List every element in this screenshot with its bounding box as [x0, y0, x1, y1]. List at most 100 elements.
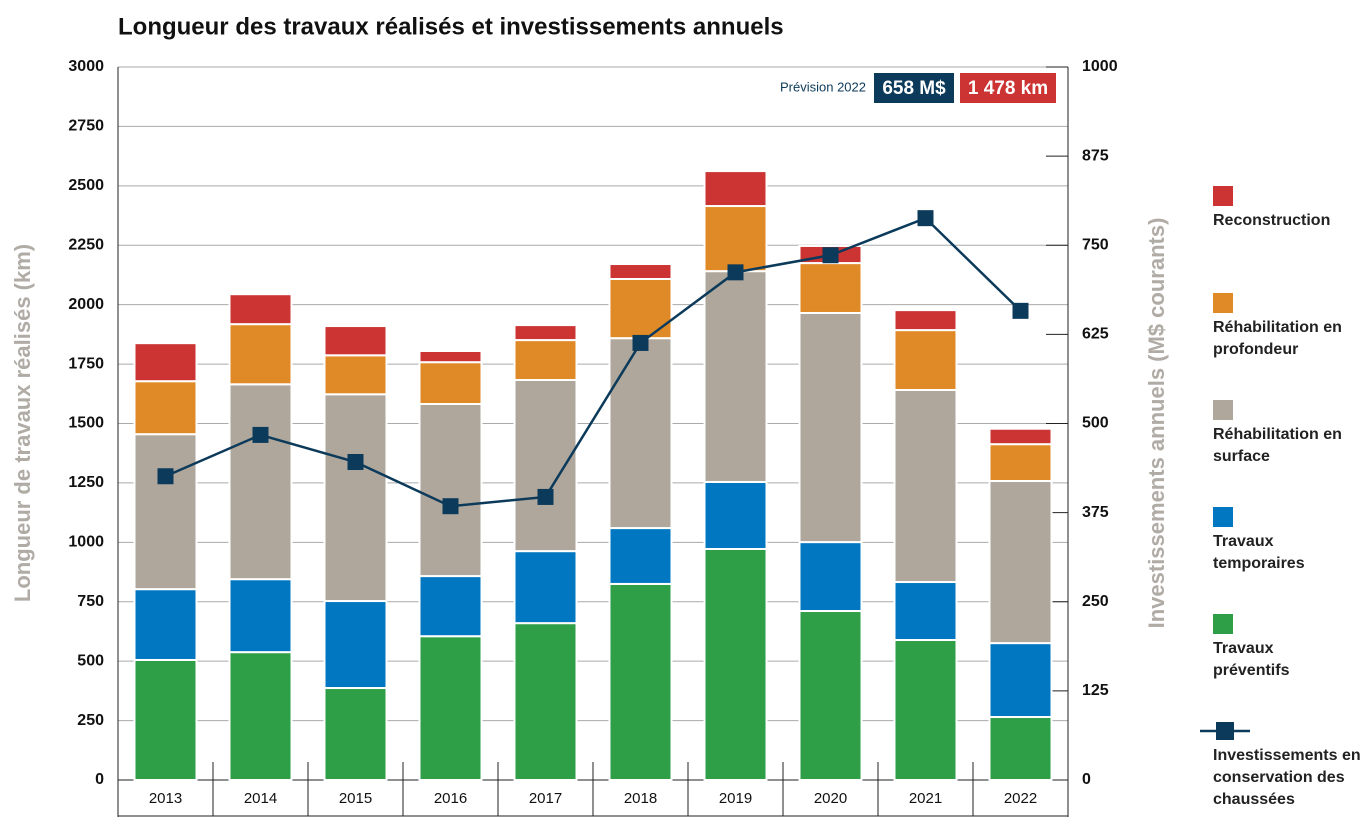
bar-segment [513, 622, 578, 782]
bar-segment [133, 658, 198, 781]
y-tick-label: 2500 [68, 177, 104, 194]
bar-segment [988, 642, 1053, 719]
y2-tick-label: 625 [1082, 326, 1109, 343]
annotation: 1 478 km [968, 78, 1048, 99]
y2-tick-label: 375 [1082, 504, 1109, 521]
legend-label: Travaux préventifs [1213, 640, 1290, 679]
bar-segment [798, 311, 863, 544]
x-tick-label: 2016 [434, 790, 467, 807]
bar-segment [228, 578, 293, 654]
x-tick-label: 2022 [1004, 790, 1037, 807]
bar-segment [418, 350, 483, 364]
legend-swatch [1213, 186, 1233, 206]
bar-segment [703, 205, 768, 273]
x-tick-label: 2021 [909, 790, 942, 807]
y-tick-label: 1000 [68, 534, 104, 551]
badge [874, 73, 954, 103]
bar-segment [608, 263, 673, 280]
line-marker [537, 488, 554, 505]
y2-tick-label: 875 [1082, 147, 1109, 164]
legend-label: Reconstruction [1213, 212, 1331, 229]
bar-segment [798, 262, 863, 314]
line-marker [917, 210, 934, 227]
bar-segment [133, 380, 198, 436]
line [165, 216, 1022, 508]
x-tick-label: 2013 [149, 790, 182, 807]
bar-segment [228, 651, 293, 781]
y-tick-label: 2000 [68, 296, 104, 313]
y-axis-title: Longueur de travaux réalisés (km) [10, 244, 35, 602]
bar-segment [513, 379, 578, 553]
x-tick-label: 2015 [339, 790, 372, 807]
annotation: Prévision 2022 [780, 79, 866, 94]
line-marker [252, 426, 269, 443]
bar-segment [703, 480, 768, 550]
bar-segment [418, 361, 483, 406]
badge [960, 73, 1056, 103]
y-tick-label: 0 [95, 771, 104, 788]
bar-segment [323, 600, 388, 690]
bar-segment [608, 527, 673, 585]
bar-segment [798, 541, 863, 613]
bar-segment [228, 383, 293, 581]
bar-segment [323, 687, 388, 782]
bar-segment [418, 575, 483, 638]
bar-segment [133, 342, 198, 383]
bar-segment [323, 354, 388, 396]
line-marker [632, 334, 649, 351]
bar-segment [418, 403, 483, 578]
annotation: 658 M$ [882, 78, 946, 99]
bar-segment [513, 339, 578, 382]
line-marker [347, 454, 364, 471]
bar-segment [513, 550, 578, 625]
bar-segment [988, 716, 1053, 781]
bar-segment [323, 393, 388, 603]
bar-segment [323, 325, 388, 357]
legend-swatch [1213, 507, 1233, 527]
y-tick-label: 750 [77, 593, 104, 610]
x-tick-label: 2017 [529, 790, 562, 807]
legend-label: Investissements en conservation des chau… [1213, 747, 1361, 808]
bar-segment [608, 582, 673, 781]
line-marker [442, 498, 459, 515]
bar-segment [703, 547, 768, 781]
y2-tick-label: 1000 [1082, 58, 1118, 75]
line-marker [822, 247, 839, 264]
bar-segment [608, 277, 673, 340]
legend-swatch [1213, 614, 1233, 634]
y-tick-label: 1500 [68, 415, 104, 432]
bar-segment [133, 588, 198, 661]
line-marker [1012, 302, 1029, 319]
legend-marker [1216, 722, 1234, 740]
y-tick-label: 1750 [68, 355, 104, 372]
y-tick-label: 500 [77, 652, 104, 669]
y2-tick-label: 500 [1082, 415, 1109, 432]
line-marker [157, 468, 174, 485]
bar-segment [513, 324, 578, 342]
bar-segment [228, 293, 293, 326]
bar-segment [988, 443, 1053, 483]
bar-segment [988, 480, 1053, 645]
bar-segment [228, 323, 293, 386]
y2-tick-label: 0 [1082, 771, 1091, 788]
y-tick-label: 2750 [68, 118, 104, 135]
bar-segment [798, 610, 863, 781]
bar-segment [893, 581, 958, 642]
x-tick-label: 2019 [719, 790, 752, 807]
y2-axis-title: Investissements annuels (M$ courants) [1144, 218, 1169, 629]
bar-segment [608, 337, 673, 530]
bar-segment [893, 309, 958, 332]
bar-segment [418, 635, 483, 781]
y-tick-label: 1250 [68, 474, 104, 491]
y2-tick-label: 125 [1082, 682, 1109, 699]
legend-swatch [1213, 400, 1233, 420]
legend-swatch [1213, 293, 1233, 313]
bar-segment [703, 170, 768, 208]
y2-tick-label: 750 [1082, 236, 1109, 253]
y-tick-label: 2250 [68, 236, 104, 253]
legend-label: Réhabilitation en surface [1213, 426, 1342, 465]
legend-label: Réhabilitation en profondeur [1213, 319, 1342, 358]
x-tick-label: 2018 [624, 790, 657, 807]
